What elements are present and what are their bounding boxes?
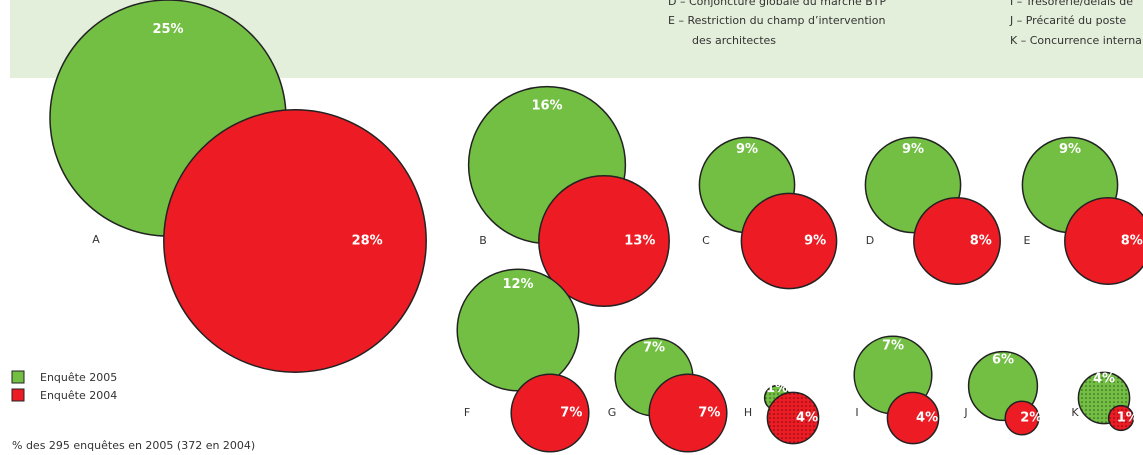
category-description: J – Précarité du poste — [1009, 14, 1126, 27]
bubble — [1004, 400, 1040, 436]
bubble — [538, 175, 670, 307]
category-description: E – Restriction du champ d’intervention — [668, 14, 885, 27]
value-label: 7% — [643, 340, 665, 355]
category-label: E — [1024, 234, 1031, 247]
bubble — [1064, 197, 1143, 285]
bubble — [163, 109, 427, 373]
bubble — [913, 197, 1001, 285]
category-label: B — [479, 234, 487, 247]
bubble-pattern — [767, 392, 819, 444]
category-label: G — [608, 406, 617, 419]
value-label: 28% — [352, 234, 383, 249]
category-label: J — [963, 406, 967, 419]
category-description: des architectes — [692, 34, 776, 47]
value-label: 4% — [796, 411, 818, 426]
value-label: 9% — [804, 234, 826, 249]
category-label: D — [866, 234, 874, 247]
bubble — [648, 373, 728, 453]
bubble — [510, 373, 590, 453]
value-label: 13% — [624, 234, 655, 249]
value-label: 25% — [152, 22, 183, 37]
legend-swatch — [11, 370, 25, 384]
legend-swatch — [11, 388, 25, 402]
value-label: 2% — [1020, 411, 1042, 426]
value-label: 9% — [736, 142, 758, 157]
value-label: 9% — [1059, 142, 1081, 157]
bubble — [886, 391, 940, 445]
category-description: I – Trésorerie/délais de — [1010, 0, 1133, 8]
value-label: 1% — [1117, 411, 1139, 426]
value-label: 12% — [502, 277, 533, 292]
category-description: D – Conjoncture globale du marché BTP — [668, 0, 887, 8]
category-label: I — [855, 406, 858, 419]
category-description: K – Concurrence interna — [1010, 34, 1142, 47]
value-label: 7% — [560, 406, 582, 421]
value-label: 4% — [916, 411, 938, 426]
value-label: 8% — [970, 234, 992, 249]
value-label: 6% — [992, 353, 1014, 368]
category-label: H — [744, 406, 752, 419]
legend-label: Enquête 2004 — [40, 389, 117, 402]
value-label: 7% — [882, 338, 904, 353]
category-label: K — [1071, 406, 1079, 419]
value-label: 7% — [698, 406, 720, 421]
value-label: 4% — [1093, 371, 1115, 386]
bubble — [740, 192, 838, 290]
category-label: F — [464, 406, 470, 419]
legend-label: Enquête 2005 — [40, 371, 117, 384]
category-label: A — [92, 233, 100, 246]
category-label: C — [702, 234, 710, 247]
value-label: 8% — [1121, 234, 1143, 249]
value-label: 1% — [766, 381, 788, 396]
footnote: % des 295 enquêtes en 2005 (372 en 2004) — [12, 439, 255, 452]
bubble-pattern — [1108, 405, 1134, 431]
value-label: 9% — [902, 142, 924, 157]
value-label: 16% — [531, 99, 562, 114]
